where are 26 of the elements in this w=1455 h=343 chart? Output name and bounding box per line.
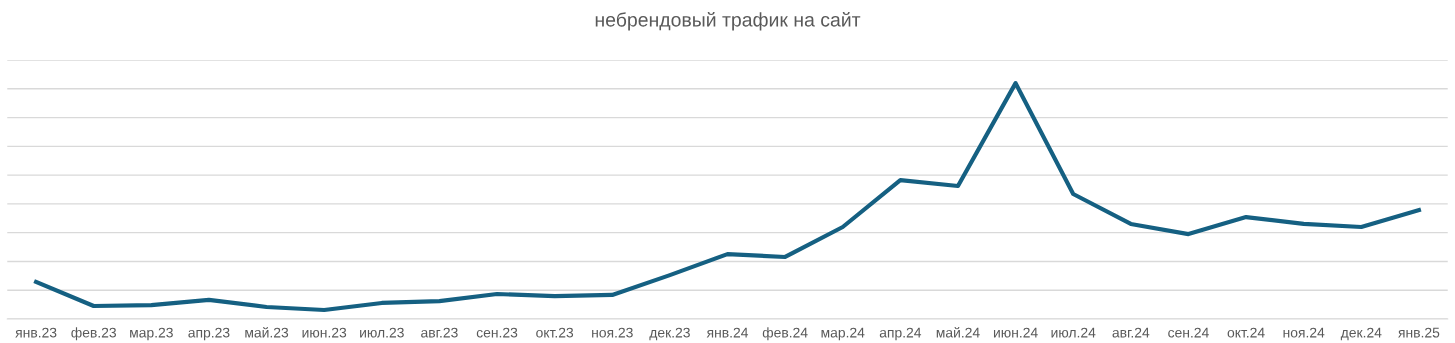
x-tick-label: дек.23: [649, 327, 690, 341]
x-tick-label: ноя.24: [1283, 327, 1325, 338]
x-tick-label: янв.24: [706, 327, 749, 338]
x-tick-label: сен.24: [1168, 327, 1209, 338]
x-tick-label: дек.24: [1340, 327, 1382, 341]
x-tick-label: май.24: [936, 327, 980, 338]
x-tick-label: фев.23: [71, 327, 117, 341]
chart-title: небрендовый трафик на сайт: [595, 12, 861, 31]
x-tick-label: окт.24: [1227, 327, 1265, 338]
x-tick-label: мар.23: [130, 327, 173, 341]
x-tick-label: окт.23: [536, 327, 574, 338]
x-tick-label: мар.24: [821, 327, 865, 341]
x-tick-label: июн.24: [993, 327, 1038, 338]
x-tick-label: авг.23: [421, 327, 458, 338]
x-tick-label: авг.24: [1112, 327, 1150, 338]
x-tick-label: янв.25: [1398, 327, 1440, 338]
x-tick-label: апр.23: [188, 327, 230, 341]
x-tick-label: июн.23: [302, 327, 347, 338]
x-tick-label: май.23: [245, 327, 289, 338]
x-tick-label: янв.23: [15, 327, 57, 338]
x-tick-label: ноя.23: [592, 327, 633, 338]
x-tick-label: июл.23: [360, 327, 404, 338]
x-tick-label: апр.24: [879, 327, 922, 341]
x-tick-label: сен.23: [476, 327, 518, 338]
x-tick-label: фев.24: [762, 327, 808, 341]
x-tick-label: июл.24: [1051, 327, 1096, 338]
